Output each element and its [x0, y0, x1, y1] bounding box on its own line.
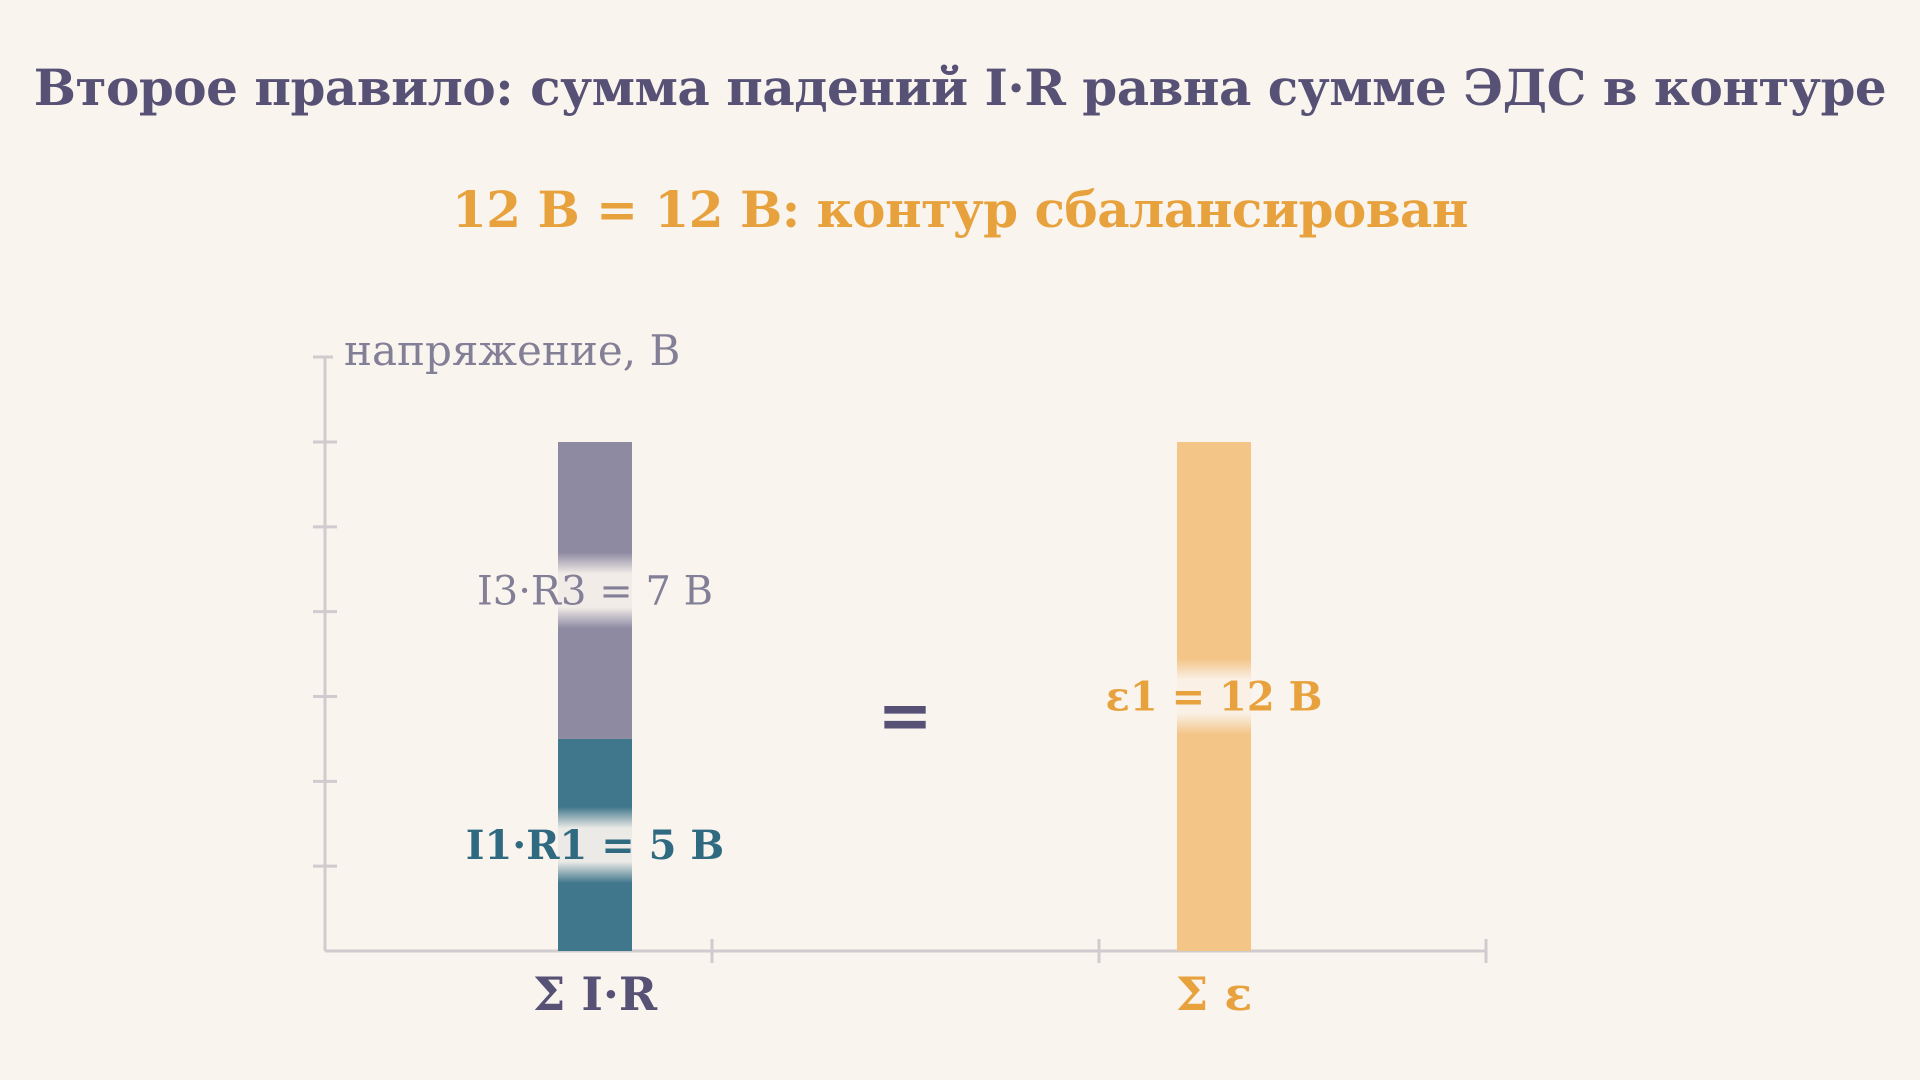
- segment-label-0-0: I1·R1 = 5 В: [466, 822, 724, 869]
- chart-axes: напряжение, В: [313, 326, 1488, 963]
- category-label-0: Σ I·R: [533, 967, 658, 1021]
- page-title: Второе правило: сумма падений I·R равна …: [33, 58, 1887, 117]
- chart-labels: I1·R1 = 5 В I3·R3 = 7 В ε1 = 12 В Σ I·R Σ ε: [466, 552, 1323, 1021]
- segment-label-backdrop: [556, 552, 634, 629]
- segment-label-backdrop: [1175, 658, 1253, 735]
- equals-sign: =: [877, 677, 932, 754]
- segment-label-1-0: ε1 = 12 В: [1106, 674, 1323, 721]
- category-label-1: Σ ε: [1176, 967, 1253, 1021]
- y-axis-label: напряжение, В: [344, 326, 680, 375]
- segment-label-0-1: I3·R3 = 7 В: [477, 568, 713, 614]
- segment-label-backdrop: [556, 806, 634, 883]
- balance-subtitle: 12 В = 12 В: контур сбалансирован: [452, 180, 1469, 239]
